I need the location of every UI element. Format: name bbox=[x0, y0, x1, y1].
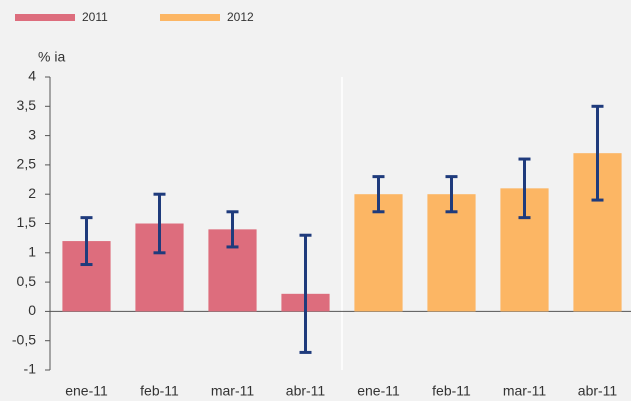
x-tick-label: feb-11 bbox=[432, 383, 471, 399]
y-tick-label: 0,5 bbox=[17, 273, 37, 289]
x-tick-label: ene-11 bbox=[65, 383, 108, 399]
legend-swatch bbox=[15, 14, 75, 21]
bar bbox=[427, 194, 476, 312]
y-tick-label: 3 bbox=[28, 126, 36, 142]
legend: 2011 2012 bbox=[15, 10, 254, 24]
y-tick-label: 0 bbox=[28, 302, 36, 318]
y-tick-label: 4 bbox=[28, 68, 36, 84]
y-tick-label: 2 bbox=[28, 185, 36, 201]
x-tick-label: abr-11 bbox=[286, 383, 326, 399]
error-bar bbox=[518, 157, 531, 220]
y-tick-label: 1,5 bbox=[17, 214, 37, 230]
legend-swatch bbox=[160, 14, 220, 21]
x-tick-label: abr-11 bbox=[578, 383, 618, 399]
legend-label: 2011 bbox=[82, 10, 108, 24]
legend-label: 2012 bbox=[227, 10, 254, 24]
error-bar bbox=[591, 104, 604, 202]
error-bar bbox=[226, 210, 239, 249]
x-tick-label: feb-11 bbox=[140, 383, 179, 399]
y-tick-label: -0,5 bbox=[12, 331, 36, 347]
x-tick-label: mar-11 bbox=[211, 383, 255, 399]
y-axis-label: % ia bbox=[38, 49, 65, 65]
y-tick-label: 1 bbox=[28, 244, 36, 260]
error-bar bbox=[372, 175, 385, 214]
y-tick-label: 2,5 bbox=[17, 156, 37, 172]
bar bbox=[354, 194, 403, 312]
x-tick-label: ene-11 bbox=[357, 383, 400, 399]
error-bar bbox=[445, 175, 458, 214]
y-tick-label: -1 bbox=[24, 361, 37, 377]
error-bar bbox=[80, 216, 93, 267]
x-tick-label: mar-11 bbox=[503, 383, 547, 399]
error-bar bbox=[153, 192, 166, 255]
y-tick-label: 3,5 bbox=[17, 97, 37, 113]
error-bar bbox=[299, 233, 312, 354]
